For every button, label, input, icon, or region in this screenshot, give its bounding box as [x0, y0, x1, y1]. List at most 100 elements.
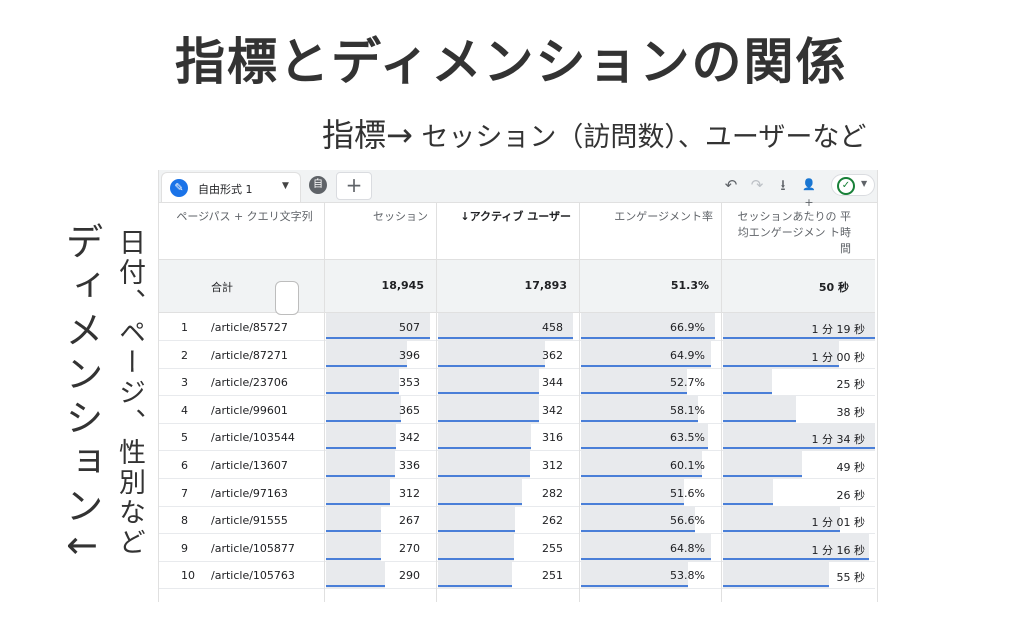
avg-engagement-time-cell: 1 分 16 秒: [811, 543, 866, 557]
edit-pencil-icon: ✎: [170, 179, 188, 197]
table-row[interactable]: 2/article/87271 396 362 64.9% 1 分 00 秒: [159, 340, 875, 369]
page-path-cell[interactable]: /article/13607: [211, 459, 288, 472]
page-path-cell[interactable]: /article/99601: [211, 403, 288, 417]
engagement-rate-bar-underline: [581, 530, 695, 533]
redo-icon[interactable]: ↷: [750, 176, 764, 194]
avg-engagement-time-bar-underline: [723, 419, 796, 422]
table-row[interactable]: 7/article/97163 312 282 51.6% 26 秒: [159, 478, 875, 507]
page-path-cell[interactable]: /article/105877: [211, 541, 295, 555]
active-users-bar: [438, 340, 545, 368]
active-users-bar-underline: [438, 585, 512, 588]
column-resize-handle[interactable]: [275, 281, 299, 315]
active-users-cell: 255: [542, 541, 563, 555]
active-users-bar-underline: [438, 364, 545, 367]
active-users-cell: 458: [542, 321, 563, 334]
avg-engagement-time-bar: [723, 395, 796, 423]
avg-engagement-time-cell: 25 秒: [836, 378, 866, 392]
engagement-rate-bar-underline: [581, 364, 711, 367]
avg-engagement-time-bar-underline: [723, 475, 802, 477]
engagement-rate-bar-underline: [581, 419, 698, 422]
active-users-cell: 316: [542, 431, 563, 445]
table-row[interactable]: 6/article/13607 336 312 60.1% 49 秒: [159, 451, 875, 479]
share-user-icon[interactable]: 👤+: [802, 178, 816, 209]
page-path-cell[interactable]: /article/105763: [211, 569, 295, 583]
sessions-cell: 336: [399, 459, 420, 472]
column-header-engagement-rate[interactable]: エンゲージメント率: [614, 210, 713, 223]
table-row[interactable]: 10/article/105763 290 251 53.8% 55 秒: [159, 561, 875, 590]
row-index: 1: [181, 321, 188, 334]
active-users-bar: [438, 533, 514, 561]
chevron-down-icon: ▼: [861, 179, 868, 188]
table-row[interactable]: 9/article/105877 270 255 64.8% 1 分 16 秒: [159, 533, 875, 562]
active-users-bar-underline: [438, 557, 514, 560]
engagement-rate-bar: [581, 395, 698, 423]
table-row[interactable]: 4/article/99601 365 342 58.1% 38 秒: [159, 395, 875, 424]
engagement-rate-bar-underline: [581, 337, 715, 339]
check-icon: ✓: [837, 177, 855, 195]
tab-freeform-1[interactable]: ✎ 自由形式 1 ▼: [161, 172, 301, 202]
sessions-cell: 353: [399, 376, 420, 390]
sessions-cell: 342: [399, 431, 420, 445]
avg-engagement-time-bar: [723, 478, 773, 506]
sessions-bar: [326, 451, 395, 478]
table-row[interactable]: 1/article/85727 507 458 66.9% 1 分 19 秒: [159, 313, 875, 341]
sessions-cell: 267: [399, 514, 420, 528]
active-users-bar: [438, 423, 531, 451]
row-index: 7: [181, 486, 188, 500]
table-row[interactable]: 8/article/91555 267 262 56.6% 1 分 01 秒: [159, 506, 875, 535]
page-title: 指標とディメンションの関係: [175, 33, 848, 91]
engagement-rate-bar-underline: [581, 392, 687, 395]
engagement-rate-bar: [581, 340, 711, 368]
total-engagement-rate: 51.3%: [670, 279, 709, 292]
active-users-cell: 251: [542, 569, 563, 583]
status-check-button[interactable]: ✓ ▼: [831, 174, 875, 196]
active-users-bar-underline: [438, 392, 539, 395]
row-index: 2: [181, 348, 188, 362]
engagement-rate-cell: 52.7%: [670, 376, 705, 390]
sessions-bar-underline: [326, 475, 395, 477]
table-row[interactable]: 5/article/103544 342 316 63.5% 1 分 34 秒: [159, 423, 875, 452]
sessions-cell: 312: [399, 486, 420, 500]
active-users-bar-underline: [438, 419, 539, 422]
page-path-cell[interactable]: /article/23706: [211, 376, 288, 390]
sessions-cell: 290: [399, 569, 420, 583]
page-path-cell[interactable]: /article/103544: [211, 431, 295, 445]
tab-dropdown-icon[interactable]: ▼: [282, 181, 289, 191]
page-path-cell[interactable]: /article/91555: [211, 514, 288, 528]
column-divider: [721, 203, 722, 602]
download-icon[interactable]: ⭳: [780, 176, 786, 194]
page-path-cell[interactable]: /article/87271: [211, 348, 288, 362]
column-header-sessions[interactable]: セッション: [373, 210, 428, 223]
sessions-bar: [326, 506, 381, 534]
column-header-active-users[interactable]: ↓アクティブ ユーザー: [460, 210, 571, 223]
engagement-rate-bar: [581, 533, 711, 561]
sessions-bar: [326, 423, 396, 451]
engagement-rate-bar-underline: [581, 502, 684, 505]
dimension-examples-caption: 日付、ページ、性別など: [114, 228, 145, 558]
sessions-bar: [326, 478, 390, 506]
undo-icon[interactable]: ↶: [724, 176, 738, 194]
avg-engagement-time-bar-underline: [723, 557, 869, 560]
column-header-page-path[interactable]: ページパス + クエリ文字列: [176, 210, 313, 223]
table-row[interactable]: 3/article/23706 353 344 52.7% 25 秒: [159, 368, 875, 397]
add-tab-button[interactable]: +: [336, 172, 372, 200]
active-users-bar: [438, 561, 512, 589]
engagement-rate-bar: [581, 423, 708, 451]
column-header-avg-engagement-time[interactable]: セッションあたりの 平均エンゲージメン ト時間: [737, 210, 852, 255]
engagement-rate-cell: 66.9%: [670, 321, 705, 334]
engagement-rate-cell: 58.1%: [670, 403, 705, 417]
column-divider: [324, 203, 325, 602]
avg-engagement-time-bar-underline: [723, 364, 839, 367]
sessions-bar-underline: [326, 364, 407, 367]
page-path-cell[interactable]: /article/85727: [211, 321, 288, 334]
segment-icon[interactable]: 自: [309, 176, 327, 194]
engagement-rate-bar: [581, 506, 695, 534]
avg-engagement-time-bar: [723, 561, 829, 589]
metrics-caption-text: セッション（訪問数）、ユーザーなど: [412, 122, 867, 153]
page-path-cell[interactable]: /article/97163: [211, 486, 288, 500]
sessions-bar: [326, 368, 399, 396]
engagement-rate-bar-underline: [581, 475, 702, 477]
active-users-bar-underline: [438, 447, 531, 450]
avg-engagement-time-bar-underline: [723, 337, 875, 339]
avg-engagement-time-bar-underline: [723, 530, 840, 533]
